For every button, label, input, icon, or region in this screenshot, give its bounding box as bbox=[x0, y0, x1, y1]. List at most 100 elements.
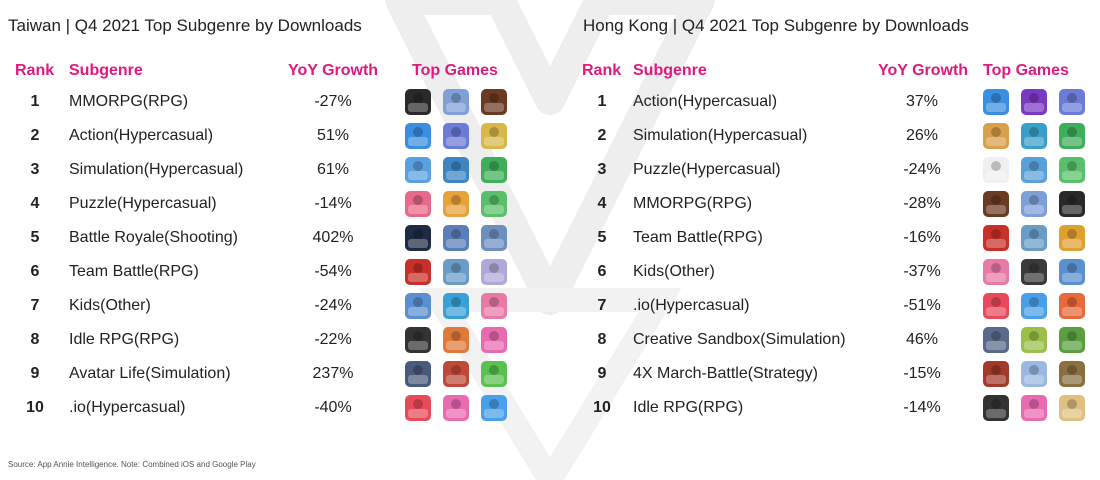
game-icon-highlight bbox=[446, 375, 466, 384]
game-icon-accent bbox=[1029, 297, 1039, 307]
game-icon-accent bbox=[451, 161, 461, 171]
yoy-growth-cell: 237% bbox=[312, 365, 354, 382]
rank-cell: 4 bbox=[30, 195, 40, 212]
source-note: Source: App Annie Intelligence. Note: Co… bbox=[8, 460, 256, 469]
game-icon-accent bbox=[451, 263, 461, 273]
game-icon-highlight bbox=[446, 103, 466, 112]
game-icon-accent bbox=[413, 365, 423, 375]
subgenre-cell: Action(Hypercasual) bbox=[69, 127, 214, 144]
table-row: 3 Puzzle(Hypercasual) -24% bbox=[575, 153, 1100, 187]
game-icon-highlight bbox=[484, 375, 504, 384]
game-icon bbox=[443, 157, 469, 183]
yoy-growth-cell: -16% bbox=[903, 229, 941, 246]
game-icon-highlight bbox=[408, 409, 428, 418]
game-icon-accent bbox=[451, 297, 461, 307]
game-icon-highlight bbox=[986, 103, 1006, 112]
header-rank: Rank bbox=[15, 62, 55, 79]
game-icon-accent bbox=[489, 365, 499, 375]
rank-cell: 7 bbox=[597, 297, 607, 314]
game-icon-accent bbox=[451, 195, 461, 205]
game-icon-highlight bbox=[986, 239, 1006, 248]
game-icon bbox=[443, 327, 469, 353]
subgenre-cell: Simulation(Hypercasual) bbox=[633, 127, 808, 144]
game-icon-accent bbox=[1029, 263, 1039, 273]
table-row: 4 Puzzle(Hypercasual) -14% bbox=[0, 187, 560, 221]
subgenre-cell: Action(Hypercasual) bbox=[633, 93, 778, 110]
game-icon bbox=[1059, 361, 1085, 387]
game-icon bbox=[1021, 327, 1047, 353]
game-icon-highlight bbox=[446, 409, 466, 418]
game-icon-highlight bbox=[408, 171, 428, 180]
game-icon-accent bbox=[413, 331, 423, 341]
game-icon-highlight bbox=[1024, 341, 1044, 350]
yoy-growth-cell: -15% bbox=[903, 365, 941, 382]
subgenre-cell: .io(Hypercasual) bbox=[633, 297, 750, 314]
game-icon-highlight bbox=[408, 205, 428, 214]
game-icon-accent bbox=[413, 229, 423, 239]
game-icon bbox=[983, 327, 1009, 353]
game-icon bbox=[983, 123, 1009, 149]
game-icon bbox=[443, 395, 469, 421]
rank-cell: 6 bbox=[597, 263, 607, 280]
rank-cell: 3 bbox=[30, 161, 40, 178]
table-row: 1 MMORPG(RPG) -27% bbox=[0, 85, 560, 119]
rank-cell: 5 bbox=[30, 229, 40, 246]
game-icon-highlight bbox=[1024, 103, 1044, 112]
table-row: 8 Idle RPG(RPG) -22% bbox=[0, 323, 560, 357]
game-icon bbox=[405, 361, 431, 387]
game-icon bbox=[1021, 157, 1047, 183]
rank-cell: 1 bbox=[597, 93, 607, 110]
game-icon bbox=[1021, 395, 1047, 421]
game-icon-highlight bbox=[1062, 307, 1082, 316]
game-icon-accent bbox=[1067, 297, 1077, 307]
game-icon-highlight bbox=[446, 307, 466, 316]
game-icon-highlight bbox=[446, 273, 466, 282]
game-icon-accent bbox=[991, 229, 1001, 239]
subgenre-cell: .io(Hypercasual) bbox=[69, 399, 186, 416]
game-icon bbox=[1021, 123, 1047, 149]
game-icon-accent bbox=[413, 399, 423, 409]
game-icon bbox=[1059, 395, 1085, 421]
game-icon bbox=[1059, 191, 1085, 217]
game-icon-highlight bbox=[1062, 239, 1082, 248]
game-icon-accent bbox=[1029, 127, 1039, 137]
game-icon bbox=[405, 293, 431, 319]
game-icon-accent bbox=[991, 399, 1001, 409]
game-icon-accent bbox=[451, 93, 461, 103]
header-subgenre: Subgenre bbox=[69, 62, 143, 79]
game-icon-highlight bbox=[484, 137, 504, 146]
game-icon-accent bbox=[991, 127, 1001, 137]
game-icon-accent bbox=[1067, 365, 1077, 375]
yoy-growth-cell: -40% bbox=[314, 399, 352, 416]
game-icon-highlight bbox=[1024, 307, 1044, 316]
game-icon-accent bbox=[489, 297, 499, 307]
game-icon bbox=[1021, 191, 1047, 217]
game-icon-highlight bbox=[986, 409, 1006, 418]
game-icon-highlight bbox=[1024, 409, 1044, 418]
yoy-growth-cell: -27% bbox=[314, 93, 352, 110]
game-icon-highlight bbox=[408, 341, 428, 350]
yoy-growth-cell: -37% bbox=[903, 263, 941, 280]
table-row: 10 .io(Hypercasual) -40% bbox=[0, 391, 560, 425]
game-icon bbox=[481, 327, 507, 353]
rank-cell: 3 bbox=[597, 161, 607, 178]
game-icon-highlight bbox=[446, 137, 466, 146]
game-icon-highlight bbox=[484, 205, 504, 214]
game-icon-highlight bbox=[1062, 273, 1082, 282]
rank-cell: 9 bbox=[30, 365, 40, 382]
game-icon-accent bbox=[1029, 161, 1039, 171]
game-icon bbox=[481, 89, 507, 115]
game-icon bbox=[405, 225, 431, 251]
game-icon bbox=[443, 89, 469, 115]
game-icon-highlight bbox=[484, 307, 504, 316]
game-icon-accent bbox=[991, 365, 1001, 375]
yoy-growth-cell: -28% bbox=[903, 195, 941, 212]
game-icon-accent bbox=[991, 331, 1001, 341]
yoy-growth-cell: -14% bbox=[314, 195, 352, 212]
rank-cell: 10 bbox=[26, 399, 44, 416]
game-icon-accent bbox=[489, 161, 499, 171]
table-row: 2 Action(Hypercasual) 51% bbox=[0, 119, 560, 153]
game-icon-accent bbox=[489, 263, 499, 273]
game-icon-highlight bbox=[408, 103, 428, 112]
game-icon bbox=[1021, 259, 1047, 285]
